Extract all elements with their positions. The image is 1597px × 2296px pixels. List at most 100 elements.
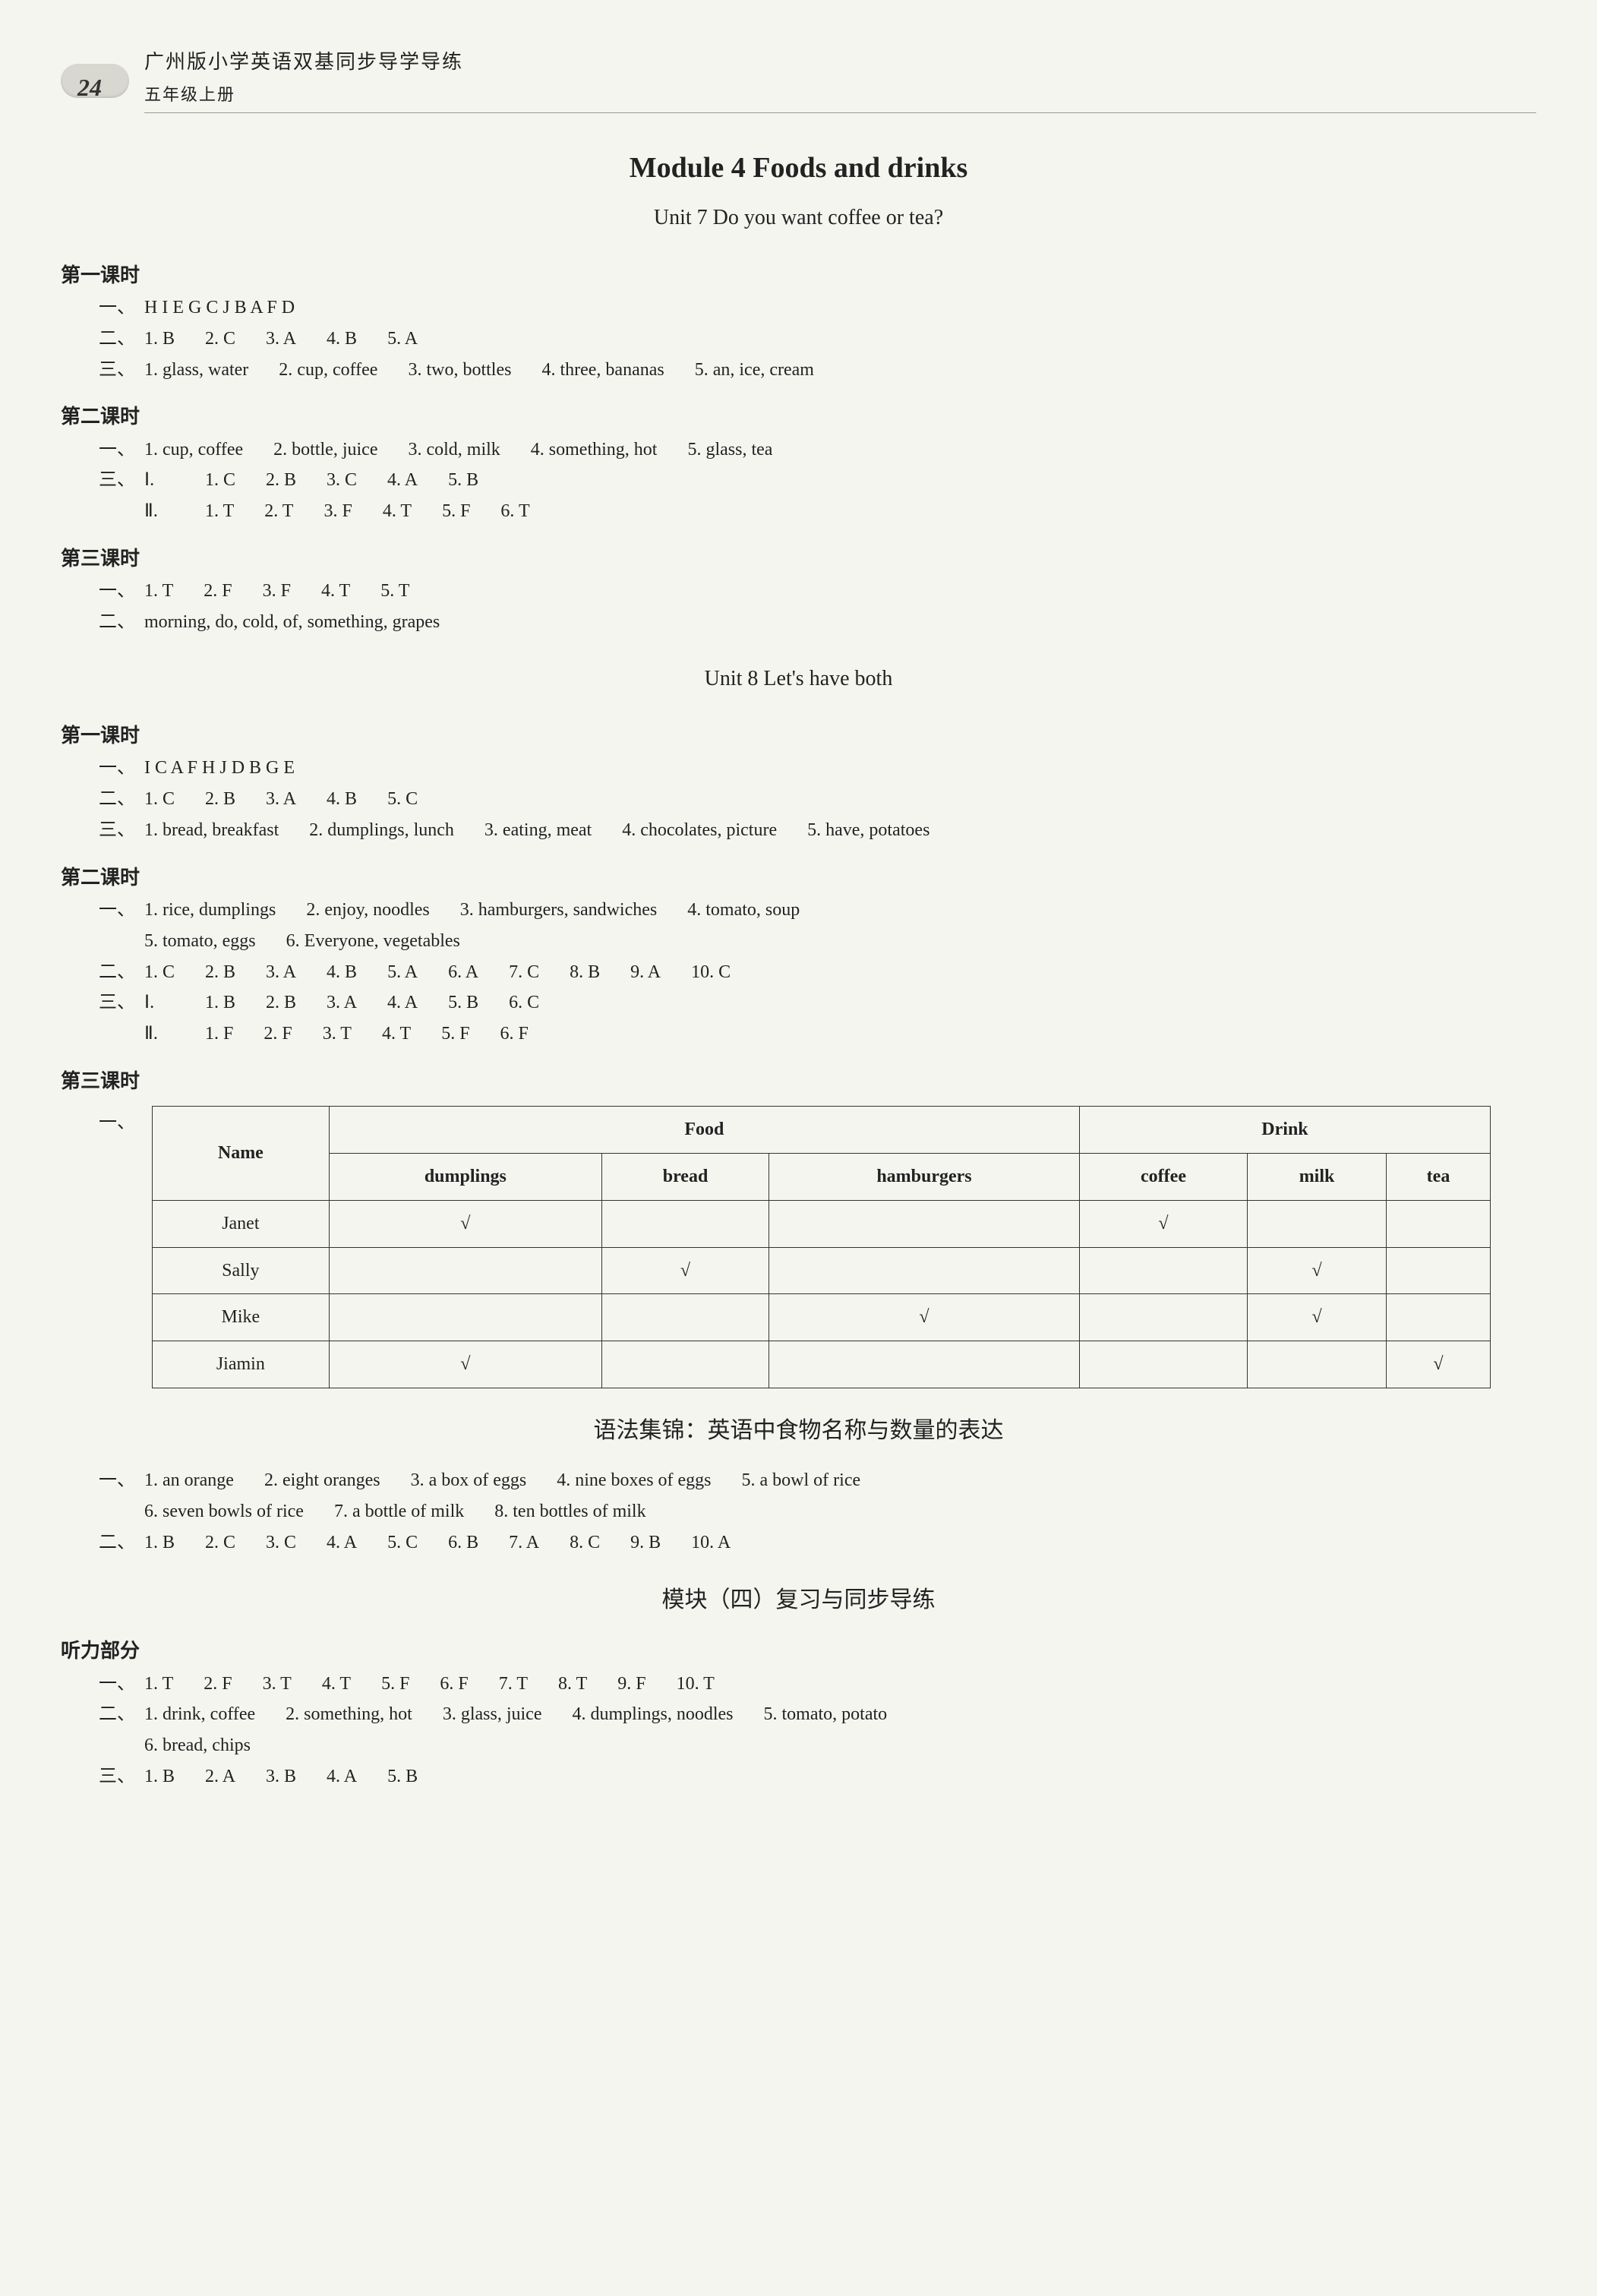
listen-heading: 听力部分: [61, 1634, 1536, 1668]
col: dumplings: [329, 1154, 601, 1201]
u8l3-heading: 第三课时: [61, 1065, 1536, 1098]
ans: 4. A: [387, 465, 418, 496]
ans: 1. T: [205, 496, 234, 527]
ans: 3. cold, milk: [408, 434, 500, 466]
cn-num: 一、: [99, 1669, 144, 1700]
ans: 6. B: [448, 1527, 478, 1559]
ans: 1. B: [144, 1761, 175, 1792]
cell: [769, 1247, 1080, 1294]
cell: √: [1079, 1200, 1247, 1247]
ans: 1. drink, coffee: [144, 1699, 255, 1730]
table-row: Sally √ √: [153, 1247, 1491, 1294]
cn-num: 一、: [99, 895, 144, 926]
ans: 5. F: [441, 1019, 469, 1050]
ans: 5. C: [387, 784, 418, 815]
ans: 4. nine boxes of eggs: [557, 1465, 711, 1496]
cell: √: [1387, 1341, 1491, 1388]
col-drink: Drink: [1079, 1107, 1490, 1154]
table-row: Mike √ √: [153, 1294, 1491, 1341]
ans: 1. rice, dumplings: [144, 895, 276, 926]
text: I C A F H J D B G E: [144, 753, 295, 784]
cn-num: 一、: [99, 292, 144, 324]
col-food: Food: [329, 1107, 1079, 1154]
ans: 3. C: [327, 465, 357, 496]
ans: 3. a box of eggs: [411, 1465, 527, 1496]
ans: 6. Everyone, vegetables: [286, 926, 460, 957]
ans: 1. an orange: [144, 1465, 234, 1496]
ans: 2. bottle, juice: [273, 434, 377, 466]
ans: 4. T: [322, 1669, 351, 1700]
ans: 6. A: [448, 957, 478, 988]
ans: 6. F: [440, 1669, 468, 1700]
row-name: Sally: [153, 1247, 330, 1294]
ans: 4. chocolates, picture: [622, 815, 777, 846]
cell: √: [769, 1294, 1080, 1341]
ans: 5. glass, tea: [687, 434, 772, 466]
ans: 7. a bottle of milk: [334, 1496, 464, 1527]
cn-num: 二、: [99, 1527, 144, 1559]
u8l3-table-wrap: 一、 Name Food Drink dumplings bread hambu…: [61, 1098, 1536, 1388]
ans: 4. B: [327, 324, 357, 355]
cell: √: [1248, 1294, 1387, 1341]
cn-num: 二、: [99, 957, 144, 988]
col: milk: [1248, 1154, 1387, 1201]
prefix: Ⅱ.: [144, 1019, 175, 1050]
ans: 3. F: [263, 576, 291, 607]
ans: 1. bread, breakfast: [144, 815, 279, 846]
ans: 2. something, hot: [286, 1699, 412, 1730]
cn-num: 三、: [99, 355, 144, 386]
ans: 1. cup, coffee: [144, 434, 243, 466]
ans: 3. C: [266, 1527, 296, 1559]
text: morning, do, cold, of, something, grapes: [144, 607, 440, 638]
ans: 8. C: [570, 1527, 600, 1559]
u8l2-line3a: 三、 Ⅰ. 1. B 2. B 3. A 4. A 5. B 6. C: [61, 987, 1536, 1019]
ans: 3. A: [327, 987, 357, 1019]
ans: 6. seven bowls of rice: [144, 1496, 304, 1527]
col: coffee: [1079, 1154, 1247, 1201]
ans: 4. T: [382, 1019, 411, 1050]
u8l2-line2: 二、 1. C 2. B 3. A 4. B 5. A 6. A 7. C 8.…: [61, 957, 1536, 988]
ans: 5. F: [381, 1669, 409, 1700]
ans: 9. F: [617, 1669, 645, 1700]
ans: 5. tomato, eggs: [144, 926, 256, 957]
u7l2-line1: 一、 1. cup, coffee 2. bottle, juice 3. co…: [61, 434, 1536, 466]
book-title: 广州版小学英语双基同步导学导练: [144, 46, 1536, 79]
ans: 2. B: [205, 957, 235, 988]
ans: 9. B: [630, 1527, 661, 1559]
u8l2-line1a: 一、 1. rice, dumplings 2. enjoy, noodles …: [61, 895, 1536, 926]
ans: 1. B: [205, 987, 235, 1019]
cell: [769, 1341, 1080, 1388]
prefix: Ⅱ.: [144, 496, 175, 527]
u7l2-line3a: 三、 Ⅰ. 1. C 2. B 3. C 4. A 5. B: [61, 465, 1536, 496]
module-title: Module 4 Foods and drinks: [61, 144, 1536, 193]
u7l1-line2: 二、 1. B 2. C 3. A 4. B 5. A: [61, 324, 1536, 355]
ans: 3. T: [323, 1019, 352, 1050]
ans: 1. glass, water: [144, 355, 248, 386]
ans: 1. C: [144, 957, 175, 988]
ans: 1. T: [144, 1669, 173, 1700]
unit8-title: Unit 8 Let's have both: [61, 661, 1536, 697]
page-number-badge: 24: [61, 56, 129, 102]
ans: 2. B: [266, 465, 296, 496]
ans: 3. hamburgers, sandwiches: [460, 895, 658, 926]
ans: 7. C: [509, 957, 539, 988]
cn-num: 三、: [99, 815, 144, 846]
ans: 3. B: [266, 1761, 296, 1792]
table-row: Jiamin √ √: [153, 1341, 1491, 1388]
u7l2-line3b: Ⅱ. 1. T 2. T 3. F 4. T 5. F 6. T: [61, 496, 1536, 527]
ans: 4. T: [383, 496, 412, 527]
cell: [329, 1247, 601, 1294]
cell: [1248, 1341, 1387, 1388]
u7l3-heading: 第三课时: [61, 542, 1536, 576]
u8l1-heading: 第一课时: [61, 719, 1536, 753]
cn-num: 一、: [99, 576, 144, 607]
prefix: Ⅰ.: [144, 465, 175, 496]
ans: 5. B: [387, 1761, 418, 1792]
review-line2a: 二、 1. drink, coffee 2. something, hot 3.…: [61, 1699, 1536, 1730]
ans: 3. F: [324, 496, 352, 527]
ans: 7. T: [499, 1669, 528, 1700]
ans: 10. A: [691, 1527, 731, 1559]
ans: 5. B: [448, 465, 478, 496]
cell: [602, 1341, 769, 1388]
ans: 7. A: [509, 1527, 539, 1559]
